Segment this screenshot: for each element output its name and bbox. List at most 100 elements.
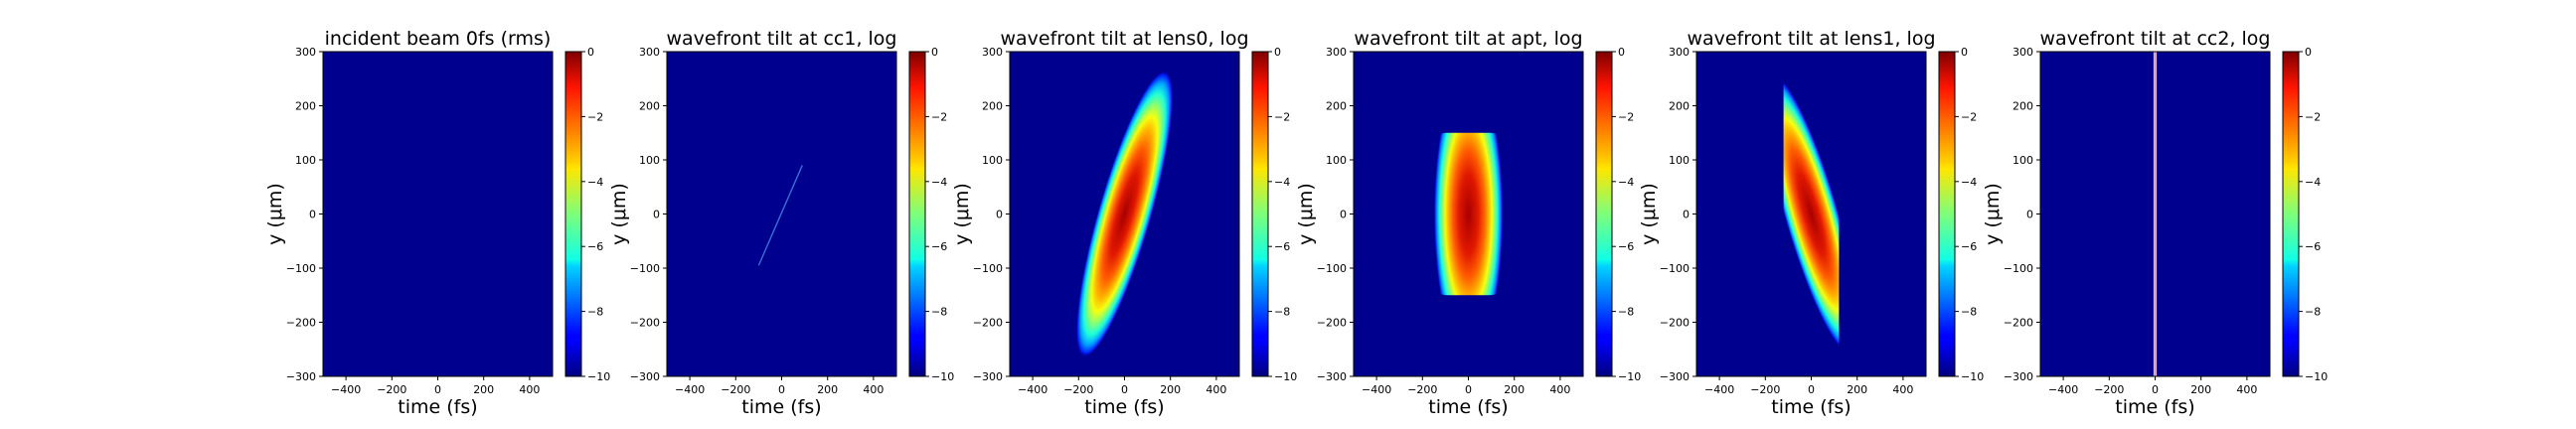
- chart-title: wavefront tilt at cc1, log: [666, 28, 896, 50]
- x-tick-label: −400: [1704, 383, 1734, 396]
- colorbar-tick-label: 0: [931, 46, 938, 59]
- y-tick-label: −200: [630, 317, 660, 330]
- colorbar-tick-label: −4: [587, 176, 603, 189]
- intensity-blob: [1433, 132, 1504, 296]
- y-tick-label: 300: [1669, 46, 1690, 59]
- colorbar-tick-label: −8: [931, 306, 947, 319]
- x-tick-label: 200: [1160, 383, 1181, 396]
- colorbar-tick-label: −6: [2305, 240, 2321, 253]
- colorbar-tick-label: −6: [587, 240, 603, 253]
- x-tick-label: −200: [1407, 383, 1437, 396]
- heatmap-feature: [757, 165, 803, 266]
- x-tick-label: 400: [1892, 383, 1913, 396]
- colorbar-tick-label: −2: [1961, 110, 1977, 123]
- y-tick-label: −300: [973, 370, 1003, 383]
- x-tick-label: −400: [675, 383, 705, 396]
- chart-title: wavefront tilt at lens0, log: [1000, 28, 1248, 50]
- x-tick-label: 400: [2236, 383, 2257, 396]
- y-tick-label: −200: [973, 317, 1003, 330]
- colorbar-tick-label: −8: [1618, 306, 1634, 319]
- panel-6: −400 −200 0 200 4003002001000−100−200−300wav…: [1982, 28, 2328, 418]
- x-tick-label: −200: [721, 383, 750, 396]
- y-tick-label: 100: [2012, 154, 2033, 167]
- y-tick-label: 200: [2012, 100, 2033, 113]
- colorbar-tick-label: −10: [1618, 370, 1641, 383]
- y-tick-label: 0: [1683, 209, 1690, 221]
- x-tick-label: 400: [1206, 383, 1226, 396]
- x-tick-label: −200: [1750, 383, 1780, 396]
- colorbar-tick-label: −10: [1274, 370, 1297, 383]
- colorbar-tick-label: 0: [2305, 46, 2312, 59]
- y-axis-label: y (μm): [951, 183, 973, 245]
- colorbar-tick-label: −4: [1961, 176, 1977, 189]
- y-tick-label: 0: [1340, 209, 1347, 221]
- chart-title: incident beam 0fs (rms): [325, 28, 552, 50]
- y-tick-label: −100: [1317, 262, 1347, 275]
- colorbar-tick-label: −4: [2305, 176, 2321, 189]
- y-tick-label: 300: [639, 46, 660, 59]
- x-tick-label: 0: [434, 383, 441, 396]
- y-tick-label: 300: [982, 46, 1003, 59]
- y-tick-label: 0: [309, 209, 316, 221]
- y-axis-label: y (μm): [1295, 183, 1317, 245]
- colorbar-tick-label: 0: [587, 46, 594, 59]
- colorbar-tick-label: −2: [1618, 110, 1634, 123]
- y-tick-label: 300: [295, 46, 316, 59]
- colorbar-tick-label: 0: [1961, 46, 1968, 59]
- colorbar: [1251, 51, 1269, 377]
- y-tick-label: −300: [1660, 370, 1690, 383]
- colorbar-tick-label: −2: [2305, 110, 2321, 123]
- y-tick-label: −300: [2004, 370, 2033, 383]
- y-tick-label: −200: [1660, 317, 1690, 330]
- x-tick-label: 0: [2152, 383, 2159, 396]
- colorbar-tick-label: −6: [1618, 240, 1634, 253]
- x-tick-label: −400: [331, 383, 361, 396]
- y-axis-label: y (μm): [608, 183, 630, 245]
- heatmap-background: [323, 52, 553, 376]
- panel-3: −400 −200 0 200 4003002001000−100−200−300wav…: [951, 28, 1297, 418]
- x-axis-label: time (fs): [398, 396, 477, 418]
- colorbar-tick-label: −8: [1961, 306, 1977, 319]
- y-tick-label: 0: [653, 209, 660, 221]
- y-tick-label: −200: [286, 317, 316, 330]
- heatmap-feature: [1075, 71, 1174, 358]
- x-tick-label: 0: [1808, 383, 1815, 396]
- colorbar-tick-label: −4: [1618, 176, 1634, 189]
- panel-1: −400 −200 0 200 4003002001000−100−200−300inc…: [264, 28, 610, 418]
- y-tick-label: 200: [1326, 100, 1347, 113]
- y-tick-label: 200: [295, 100, 316, 113]
- y-tick-label: −200: [1317, 317, 1347, 330]
- x-tick-label: −200: [377, 383, 406, 396]
- x-tick-label: −400: [1362, 383, 1391, 396]
- x-axis-label: time (fs): [1771, 396, 1851, 418]
- x-axis-label: time (fs): [2115, 396, 2194, 418]
- y-tick-label: −100: [630, 262, 660, 275]
- intensity-blob: [1075, 71, 1174, 358]
- y-tick-label: 200: [982, 100, 1003, 113]
- colorbar-tick-label: −10: [587, 370, 610, 383]
- colorbar-tick-label: 0: [1618, 46, 1625, 59]
- panel-2: −400 −200 0 200 4003002001000−100−200−300wav…: [608, 28, 954, 418]
- intensity-line: [757, 165, 803, 266]
- colorbar-tick-label: 0: [1274, 46, 1281, 59]
- y-tick-label: −100: [973, 262, 1003, 275]
- y-tick-label: 0: [2026, 209, 2033, 221]
- y-tick-label: 200: [639, 100, 660, 113]
- heatmap-feature: [1783, 72, 1840, 356]
- x-tick-label: 200: [473, 383, 494, 396]
- x-tick-label: 0: [778, 383, 785, 396]
- x-tick-label: −400: [1018, 383, 1047, 396]
- x-tick-label: 200: [1847, 383, 1867, 396]
- y-tick-label: −200: [2004, 317, 2033, 330]
- y-tick-label: 200: [1669, 100, 1690, 113]
- y-tick-label: −300: [1317, 370, 1347, 383]
- colorbar-tick-label: −6: [1961, 240, 1977, 253]
- y-tick-label: 100: [295, 154, 316, 167]
- x-tick-label: 0: [1465, 383, 1472, 396]
- y-tick-label: 100: [982, 154, 1003, 167]
- y-tick-label: −100: [1660, 262, 1690, 275]
- y-tick-label: 300: [1326, 46, 1347, 59]
- x-axis-label: time (fs): [741, 396, 821, 418]
